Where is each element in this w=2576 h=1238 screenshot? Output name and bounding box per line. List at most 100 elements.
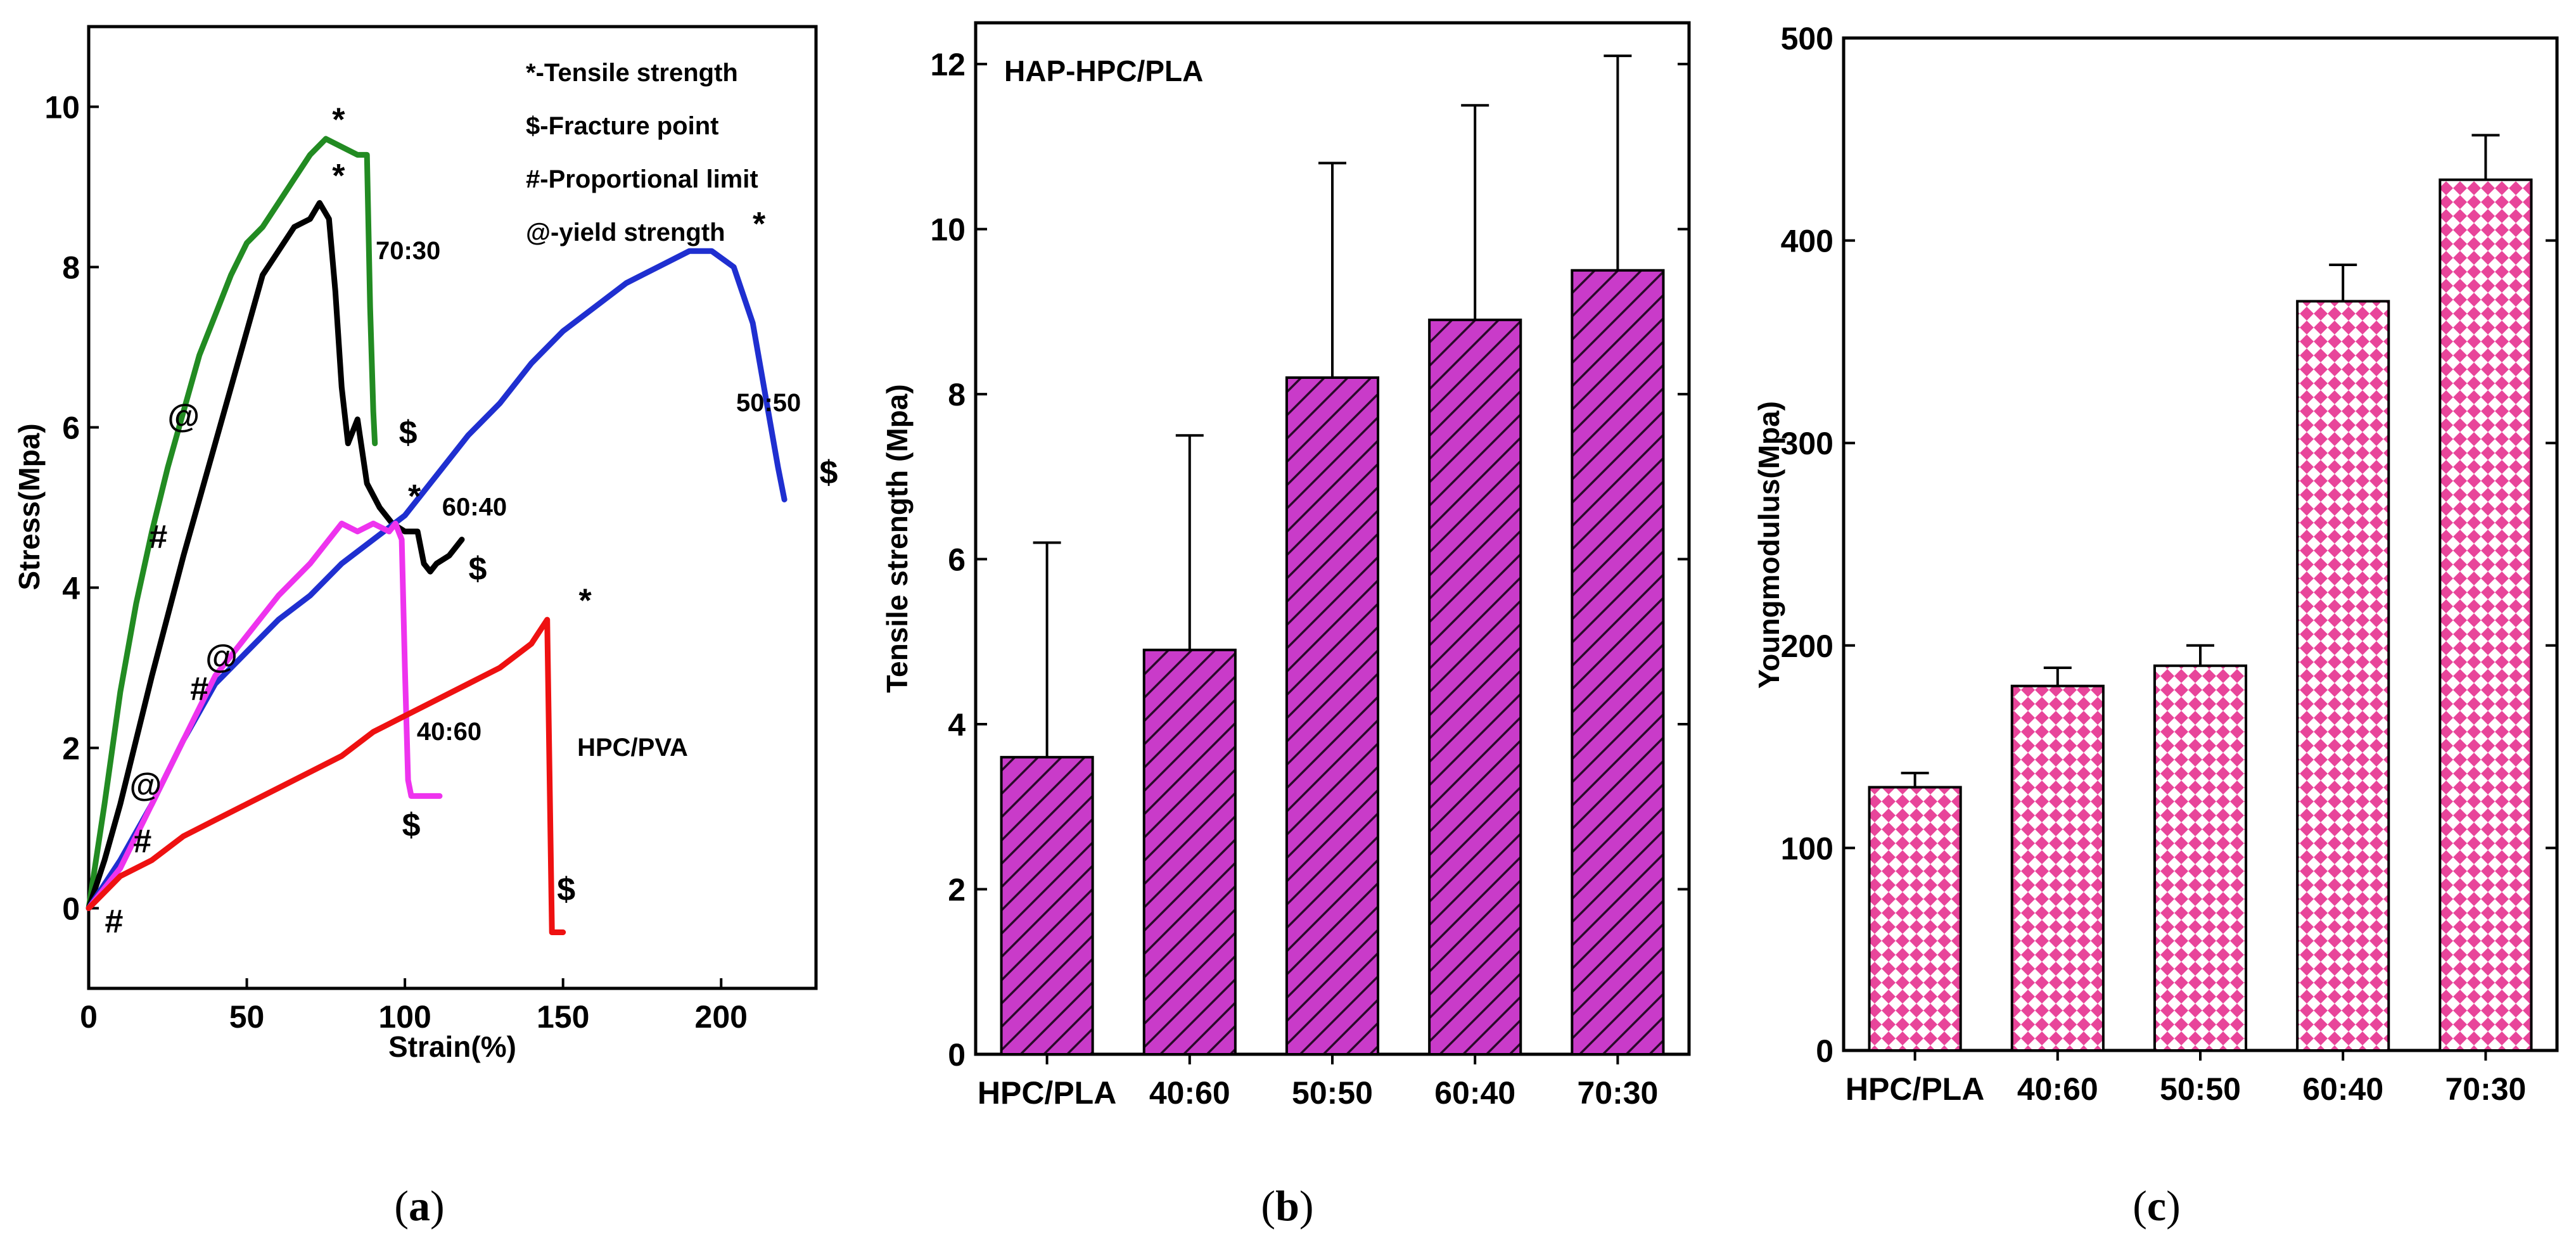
- panel-b-bar-3: [1428, 318, 1522, 1056]
- panel-a-marker-3: *: [408, 478, 421, 515]
- panel-a-marker-13: #: [105, 903, 123, 940]
- panel-b-bar-2: [1285, 376, 1380, 1056]
- panel-b-ylabel: Tensile strength (Mpa): [881, 384, 914, 692]
- panel-a-legend-entry-2: #-Proportional limit: [526, 165, 758, 193]
- panel-c-bar-0: [1868, 786, 1962, 1052]
- panel-b-category-label-3: 60:40: [1434, 1075, 1515, 1111]
- panel-a-marker-8: $: [402, 807, 421, 844]
- panel-a-line-hpc-pva: [86, 616, 566, 935]
- panel-b-bar-1: [1142, 648, 1237, 1056]
- panel-a-series-label-40-60: 40:60: [417, 718, 481, 746]
- panel-a-ytick-label-5: 10: [44, 90, 80, 125]
- panel-b-category-label-2: 50:50: [1292, 1075, 1373, 1111]
- panel-b-ytick-label-3: 6: [948, 542, 966, 578]
- panel-label-a-letter: a: [409, 1182, 430, 1230]
- panel-c-ytick-label-3: 300: [1781, 426, 1833, 461]
- panel-a-markers: *****$$$$$####@@@: [105, 101, 838, 940]
- panel-b-category-label-0: HPC/PLA: [978, 1075, 1116, 1111]
- panel-b-bar-4: [1571, 269, 1665, 1056]
- panel-label-b-letter: b: [1275, 1182, 1299, 1230]
- panel-c-bar-4: [2439, 178, 2533, 1052]
- panel-a-marker-0: *: [332, 101, 345, 138]
- panel-c-ytick-label-0: 0: [1816, 1033, 1833, 1069]
- panel-a-line-70-30: [86, 136, 378, 911]
- panel-a-ytick-label-4: 8: [62, 250, 80, 286]
- panel-c-category-label-4: 70:30: [2445, 1071, 2526, 1107]
- panel-c-category-label-3: 60:40: [2302, 1071, 2383, 1107]
- panel-a-legend-entry-3: @-yield strength: [526, 219, 725, 246]
- panel-a-ylabel: Stress(Mpa): [13, 423, 46, 590]
- panel-label-c: (c): [2133, 1182, 2181, 1230]
- panel-label-c-close: ): [2166, 1182, 2181, 1230]
- panel-c-young-modulus: 0 100 200 300 400 500 HPC/PLA 40:60 50:50 60:40 70…: [1752, 21, 2559, 1107]
- panel-a-line-40-60: [86, 520, 443, 911]
- panel-c-ytick-label-1: 100: [1781, 831, 1833, 866]
- panel-b-category-label-1: 40:60: [1149, 1075, 1230, 1111]
- panel-a-xtick-label-0: 0: [80, 999, 98, 1035]
- panel-a-marker-6: $: [820, 454, 838, 491]
- panel-c-category-label-2: 50:50: [2160, 1071, 2241, 1107]
- panel-a-series-label-60-40: 60:40: [442, 494, 507, 521]
- panel-c-ytick-label-5: 500: [1781, 21, 1833, 56]
- panel-a-series: [86, 136, 787, 935]
- panel-label-b-close: ): [1299, 1182, 1314, 1230]
- panel-b-ytick-label-1: 2: [948, 872, 966, 908]
- panel-c-ylabel: Youngmodulus(Mpa): [1752, 401, 1785, 689]
- panel-c-ytick-label-2: 200: [1781, 629, 1833, 664]
- panel-a-ytick-label-3: 6: [62, 411, 80, 446]
- panel-label-b-open: (: [1261, 1182, 1275, 1230]
- panel-label-c-letter: c: [2147, 1182, 2166, 1230]
- panel-c-bars: [1868, 134, 2533, 1052]
- panel-a-ytick-label-1: 2: [62, 731, 80, 767]
- panel-c-ticks: 0 100 200 300 400 500 HPC/PLA 40:60 50:50 60:40 70…: [1781, 21, 2557, 1107]
- panel-a-series-label-70-30: 70:30: [376, 237, 440, 265]
- panel-label-a-open: (: [394, 1182, 409, 1230]
- panel-a-line-60-40: [86, 200, 465, 911]
- panel-b-category-label-4: 70:30: [1577, 1075, 1658, 1111]
- panel-a-xtick-label-2: 100: [378, 999, 431, 1035]
- panel-a-marker-16: @: [129, 767, 162, 803]
- panel-a-series-label-hpc-pva: HPC/PVA: [577, 734, 688, 762]
- panel-a-marker-12: #: [133, 823, 151, 860]
- panel-c-bar-3: [2296, 300, 2390, 1052]
- panel-a-ytick-label-0: 0: [62, 891, 80, 927]
- panel-a-xtick-label-3: 150: [537, 999, 589, 1035]
- panel-a-marker-1: *: [332, 158, 345, 195]
- panel-a-legend-entry-0: *-Tensile strength: [526, 59, 738, 87]
- panel-a-marker-10: #: [149, 518, 167, 555]
- panel-a-marker-9: $: [557, 871, 575, 908]
- panel-b-ytick-label-0: 0: [948, 1037, 966, 1073]
- panel-a-marker-5: $: [399, 414, 418, 451]
- panel-c-bar-1: [2010, 684, 2105, 1052]
- panel-c-bar-2: [2153, 664, 2248, 1052]
- panel-a-marker-2: *: [753, 206, 766, 243]
- panel-a-xlabel: Strain(%): [388, 1030, 516, 1063]
- panel-a-legend: *-Tensile strength $-Fracture point #-Prop…: [526, 59, 758, 246]
- panel-b-ytick-label-4: 8: [948, 377, 966, 412]
- panel-a-marker-15: @: [205, 639, 238, 675]
- panel-c-ytick-label-4: 400: [1781, 224, 1833, 259]
- panel-a-marker-7: $: [468, 551, 487, 587]
- panel-b-bar-0: [1000, 756, 1094, 1056]
- panel-a-xtick-label-4: 200: [695, 999, 748, 1035]
- panel-c-category-label-0: HPC/PLA: [1846, 1071, 1984, 1107]
- panel-label-a: (a): [394, 1182, 444, 1230]
- panel-a-line-50-50: [86, 248, 787, 911]
- panel-label-b: (b): [1261, 1182, 1313, 1230]
- panel-label-c-open: (: [2133, 1182, 2147, 1230]
- panel-b-tensile-strength: 0 2 4 6 8 10 12 HPC/PLA 40:60 50:50 60:40 70:30 HAP…: [881, 21, 1691, 1111]
- panel-b-ytick-label-2: 4: [948, 707, 966, 743]
- panel-b-ytick-label-6: 12: [930, 47, 966, 82]
- panel-a-marker-4: *: [579, 582, 592, 619]
- panel-c-category-label-1: 40:60: [2017, 1071, 2098, 1107]
- panel-a-legend-entry-1: $-Fracture point: [526, 112, 718, 140]
- panel-label-a-close: ): [430, 1182, 445, 1230]
- panel-a-series-labels: 70:30 60:40 50:50 40:60 HPC/PVA: [376, 237, 801, 762]
- panel-a-marker-11: #: [190, 671, 208, 708]
- panel-a-ytick-label-2: 4: [62, 571, 80, 606]
- panel-a-xtick-label-1: 50: [229, 999, 265, 1035]
- panel-b-title: HAP-HPC/PLA: [1004, 54, 1203, 87]
- panel-b-ytick-label-5: 10: [930, 212, 966, 248]
